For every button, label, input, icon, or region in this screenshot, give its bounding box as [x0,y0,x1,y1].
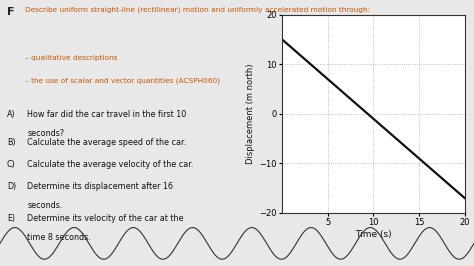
Text: seconds.: seconds. [27,201,63,210]
Text: D): D) [7,182,16,191]
Text: C): C) [7,160,16,169]
Text: F: F [7,7,14,16]
Text: Calculate the average speed of the car.: Calculate the average speed of the car. [27,138,186,147]
Text: – qualitative descriptions: – qualitative descriptions [25,55,117,61]
Text: seconds?: seconds? [27,129,64,138]
Text: time 8 seconds.: time 8 seconds. [27,233,91,242]
Text: How far did the car travel in the first 10: How far did the car travel in the first … [27,110,186,119]
Text: Calculate the average velocity of the car.: Calculate the average velocity of the ca… [27,160,194,169]
Text: A): A) [7,110,16,119]
Text: Determine its displacement after 16: Determine its displacement after 16 [27,182,173,191]
Text: – the use of scalar and vector quantities (ACSPH060): – the use of scalar and vector quantitie… [25,77,219,84]
Y-axis label: Displacement (m north): Displacement (m north) [246,64,255,164]
Text: B): B) [7,138,16,147]
Text: Describe uniform straight-line (rectilinear) motion and uniformly accelerated mo: Describe uniform straight-line (rectilin… [25,7,370,13]
X-axis label: Time (s): Time (s) [355,230,392,239]
Text: E): E) [7,214,15,223]
Text: Determine its velocity of the car at the: Determine its velocity of the car at the [27,214,184,223]
